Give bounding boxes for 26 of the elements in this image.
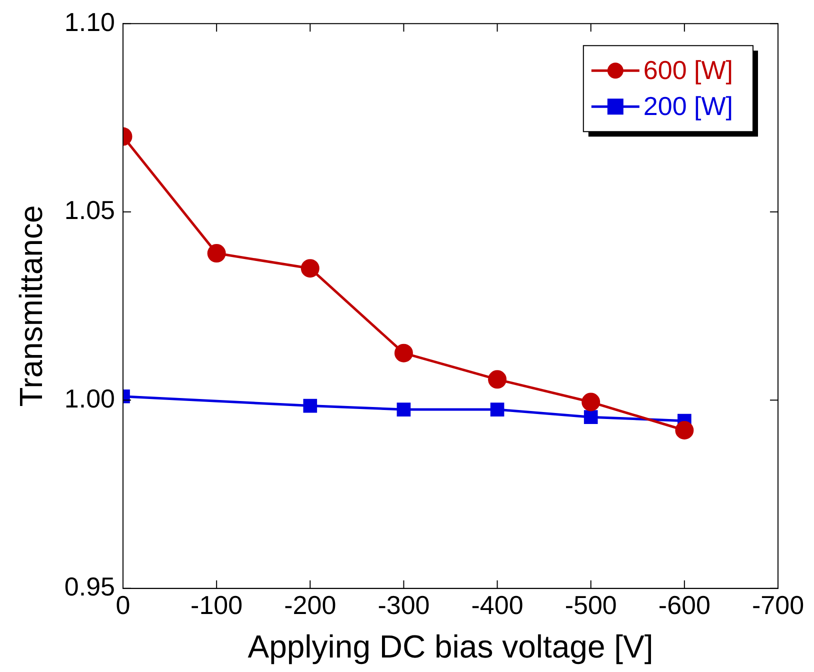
x-tick-label: -400 [471,590,524,620]
point [207,244,226,263]
point [488,370,507,389]
x-axis-title: Applying DC bias voltage [V] [248,628,654,665]
y-tick-label: 1.00 [64,383,116,414]
legend-label: 600 [W] [643,54,734,85]
x-tick-label: 0 [116,590,130,620]
point [303,398,318,413]
y-axis-title: Transmittance [13,205,50,407]
x-tick-label: -100 [190,590,243,620]
point [584,410,598,424]
point [394,344,413,362]
point [300,259,320,278]
point [675,421,694,440]
point [396,402,411,416]
x-tick-label: -500 [564,590,617,620]
point [582,392,600,412]
x-tick-label: -600 [658,590,710,620]
y-tick-label: 1.05 [64,195,116,226]
x-tick-label: -300 [378,590,430,620]
x-tick-label: -200 [284,590,336,620]
x-tick-label: -700 [752,590,804,620]
point [490,402,504,416]
y-tick-label: 1.10 [64,6,116,37]
y-tick-label: 0.95 [64,572,116,602]
legend-label: 200 [W] [643,90,734,121]
